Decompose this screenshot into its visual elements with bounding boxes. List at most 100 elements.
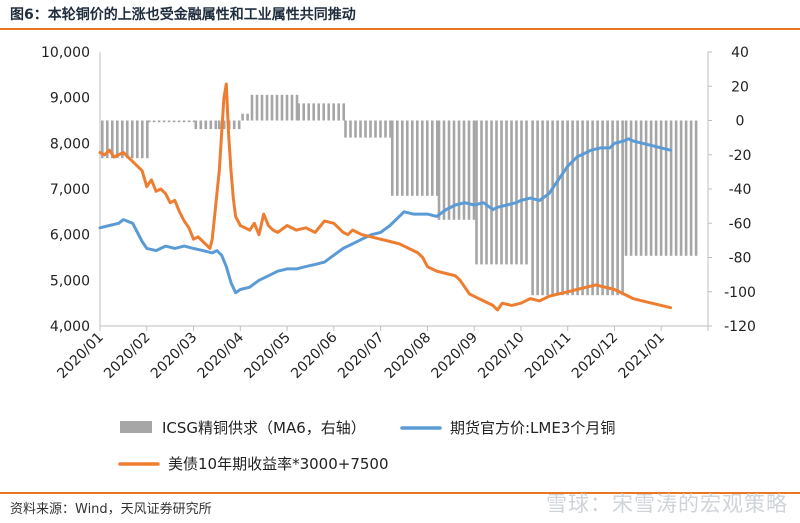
legend-swatch-0 — [120, 421, 152, 433]
y-right-tick-label: -80 — [729, 251, 752, 267]
figure-title: 图6：本轮铜价的上涨也受金融属性和工业属性共同推动 — [10, 7, 356, 23]
axes-group: 4,000 5,000 6,000 7,000 8,000 9,000 10,000 -120… — [41, 45, 756, 335]
bar-59 — [379, 120, 382, 138]
bar-94 — [546, 120, 549, 296]
source-note: 资料来源：Wind，天风证券研究所 — [10, 502, 212, 517]
bar-22 — [204, 120, 208, 130]
x-tick-label: 2020/10 — [475, 330, 527, 382]
bar-44 — [307, 103, 310, 121]
y-left-tick-label: 9,000 — [50, 91, 90, 107]
bar-61 — [389, 120, 392, 138]
y-left-tick-label: 4,000 — [50, 319, 90, 335]
bar-4 — [121, 120, 124, 159]
bar-7 — [136, 120, 139, 159]
bar-116 — [654, 120, 658, 256]
bar-28 — [232, 120, 236, 130]
x-tick-label: 2020/11 — [522, 330, 574, 382]
bar-65 — [406, 120, 409, 196]
bar-8 — [141, 120, 144, 159]
bar-16 — [177, 120, 181, 123]
footer-rule — [0, 492, 800, 494]
bar-117 — [659, 120, 663, 256]
bar-66 — [411, 120, 414, 196]
bar-58 — [374, 120, 377, 138]
bar-95 — [551, 120, 554, 296]
y-right-tick-label: -60 — [729, 216, 752, 232]
y-left-tick-label: 8,000 — [50, 136, 90, 152]
bar-63 — [396, 120, 399, 196]
y-right-tick-label: -100 — [724, 285, 756, 301]
lines-group — [98, 82, 673, 312]
bar-90 — [525, 120, 528, 265]
bar-20 — [194, 120, 198, 130]
x-tick-label: 2020/09 — [429, 330, 481, 382]
bar-101 — [581, 120, 584, 296]
bar-113 — [639, 120, 643, 256]
bar-33 — [255, 94, 259, 121]
lme-copper-line — [98, 137, 673, 295]
bar-54 — [354, 120, 357, 138]
bar-85 — [500, 120, 503, 265]
bar-84 — [495, 120, 498, 265]
bar-24 — [214, 120, 218, 130]
bar-40 — [290, 94, 294, 121]
bar-43 — [302, 103, 305, 121]
bar-83 — [490, 120, 493, 265]
bar-64 — [401, 120, 404, 196]
title-rule — [0, 28, 800, 30]
bar-98 — [566, 120, 569, 296]
bar-37 — [275, 94, 279, 121]
bar-12 — [157, 120, 161, 123]
x-tick-label: 2020/04 — [195, 329, 248, 382]
bar-11 — [152, 120, 156, 123]
bar-32 — [250, 94, 254, 121]
y-left-tick-label: 7,000 — [50, 182, 90, 198]
legend: ICSG精铜供求（MA6，右轴） 期货官方价:LME3个月铜美债10年期收益率*3… — [118, 419, 615, 473]
bar-62 — [391, 120, 394, 196]
bar-119 — [669, 120, 673, 256]
bar-82 — [485, 120, 488, 265]
bar-36 — [270, 94, 274, 121]
bar-38 — [280, 94, 284, 121]
x-tick-label: 2021/01 — [616, 330, 668, 382]
bar-18 — [187, 120, 191, 123]
bar-3 — [116, 120, 119, 159]
bar-30 — [241, 113, 244, 121]
bar-111 — [629, 120, 633, 256]
bar-122 — [684, 120, 688, 256]
bar-10 — [147, 120, 151, 123]
bar-68 — [421, 120, 424, 196]
bar-56 — [364, 120, 367, 138]
x-ticks-group: 2020/012020/022020/032020/042020/052020/… — [54, 326, 709, 382]
x-tick-label: 2020/12 — [569, 330, 621, 382]
bar-21 — [199, 120, 203, 130]
bar-0 — [101, 120, 104, 159]
bar-123 — [689, 120, 693, 256]
bar-86 — [505, 120, 508, 265]
bar-120 — [674, 120, 678, 256]
bar-99 — [571, 120, 574, 296]
bar-51 — [342, 103, 345, 121]
bar-89 — [520, 120, 523, 265]
bar-108 — [616, 120, 619, 296]
bar-92 — [536, 120, 539, 296]
x-tick-label: 2020/05 — [241, 330, 293, 382]
bar-35 — [265, 94, 269, 121]
bar-70 — [431, 120, 434, 196]
legend-label-0: ICSG精铜供求（MA6，右轴） — [162, 419, 366, 437]
x-tick-label: 2020/01 — [54, 330, 106, 382]
bar-105 — [601, 120, 604, 296]
bar-97 — [561, 120, 564, 296]
bar-96 — [556, 120, 559, 296]
bar-45 — [312, 103, 315, 121]
bar-124 — [694, 120, 698, 256]
bar-41 — [295, 94, 299, 121]
bar-109 — [621, 120, 624, 296]
bar-114 — [644, 120, 648, 256]
watermark: 雪球：宋雪涛的宏观策略 — [546, 492, 788, 516]
bar-1 — [106, 120, 109, 159]
y-right-tick-label: 20 — [731, 79, 749, 95]
bar-71 — [436, 120, 439, 196]
bar-77 — [462, 120, 466, 220]
